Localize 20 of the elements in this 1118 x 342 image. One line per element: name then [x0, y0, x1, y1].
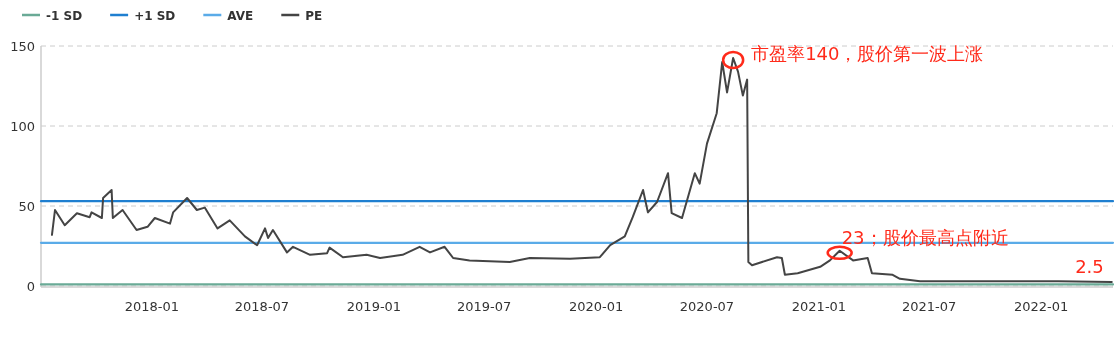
- y-tick-label: 100: [10, 119, 35, 134]
- x-tick-label: 2022-01: [1014, 299, 1069, 314]
- x-tick-label: 2021-07: [901, 299, 957, 314]
- x-tick-label: 2020-07: [679, 299, 735, 314]
- legend-label: AVE: [227, 8, 254, 23]
- legend-label: -1 SD: [46, 8, 83, 23]
- x-tick-label: 2019-01: [346, 299, 402, 314]
- annotation: 市盈率140，股价第一波上涨: [721, 43, 984, 70]
- y-tick-label: 50: [18, 199, 35, 214]
- x-tick-label: 2020-01: [569, 299, 624, 314]
- legend-label: PE: [305, 8, 323, 23]
- x-tick-label: 2019-07: [457, 299, 512, 314]
- x-tick-label: 2021-01: [791, 299, 847, 314]
- x-tick-label: 2018-07: [234, 299, 290, 314]
- legend-label: +1 SD: [134, 8, 176, 23]
- y-tick-label: 150: [10, 39, 35, 54]
- annotation: 市盈率140，股价第一波上涨: [751, 43, 984, 64]
- y-tick-label: 0: [26, 279, 35, 294]
- x-tick-label: 2018-01: [124, 299, 179, 314]
- annotation: 2.5: [1075, 256, 1104, 277]
